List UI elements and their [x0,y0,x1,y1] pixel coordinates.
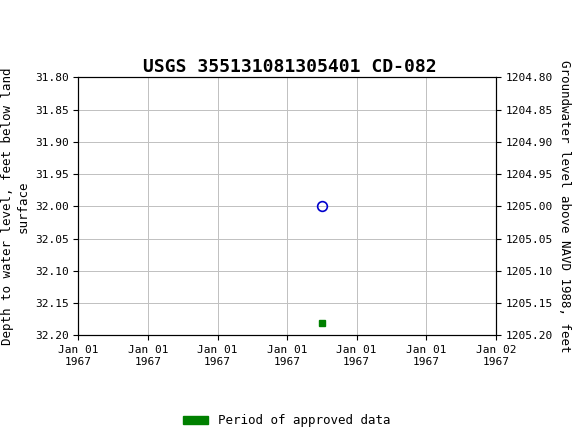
Legend: Period of approved data: Period of approved data [179,409,396,430]
Text: ≡USGS: ≡USGS [17,16,99,36]
Y-axis label: Depth to water level, feet below land
surface: Depth to water level, feet below land su… [1,68,29,345]
Text: USGS 355131081305401 CD-082: USGS 355131081305401 CD-082 [143,58,437,76]
Y-axis label: Groundwater level above NAVD 1988, feet: Groundwater level above NAVD 1988, feet [559,60,571,353]
